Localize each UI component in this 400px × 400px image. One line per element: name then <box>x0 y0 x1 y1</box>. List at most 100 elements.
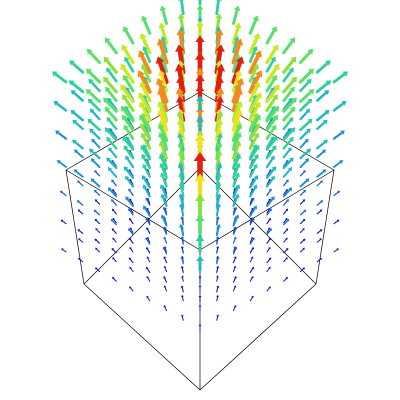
vector-arrow-glyph <box>249 266 254 273</box>
vector-arrow-glyph <box>181 275 184 282</box>
vector-arrow-glyph <box>215 223 221 237</box>
vector-arrow-glyph <box>299 238 306 244</box>
vector-arrow-glyph <box>76 200 84 206</box>
vector-arrow-glyph <box>248 132 260 150</box>
vector-arrow-glyph <box>178 203 185 217</box>
vector-arrow-glyph <box>198 295 202 303</box>
vector-arrow-glyph <box>163 276 168 283</box>
vector-arrow-glyph <box>139 81 152 103</box>
vector-arrow-glyph <box>103 56 118 74</box>
vector-arrow-glyph <box>177 150 185 170</box>
vector-arrow-glyph <box>282 136 294 150</box>
vector-arrow-glyph <box>112 257 117 263</box>
vector-arrow-glyph <box>283 257 288 263</box>
vector-arrow-glyph <box>248 92 262 113</box>
vector-arrow-glyph <box>77 229 84 234</box>
vector-arrow-glyph <box>89 148 101 160</box>
vector-arrow-glyph <box>249 246 254 254</box>
vector-arrow-glyph <box>283 179 289 187</box>
vector-arrow-glyph <box>138 92 152 113</box>
vector-arrow-glyph <box>128 208 134 216</box>
vector-arrow-glyph <box>90 178 101 188</box>
vector-arrow-glyph <box>111 179 117 187</box>
vector-arrow-glyph <box>122 94 135 112</box>
vector-arrow-glyph <box>122 136 135 151</box>
vector-arrow-glyph <box>158 22 169 45</box>
vector-arrow-glyph <box>232 36 240 54</box>
vector-arrow-glyph <box>158 140 168 160</box>
vector-arrow-glyph <box>283 208 288 215</box>
vector-arrow-glyph <box>265 63 280 84</box>
vector-arrow-glyph <box>139 101 152 122</box>
vector-arrow-glyph <box>111 199 117 206</box>
vector-arrow-glyph <box>88 78 101 93</box>
vector-arrow-glyph <box>129 266 134 272</box>
arrow-glyphs <box>51 0 349 331</box>
vector-arrow-glyph <box>332 100 347 112</box>
vector-arrow-glyph <box>94 199 101 205</box>
vector-arrow-glyph <box>106 117 118 131</box>
vector-arrow-glyph <box>178 181 185 198</box>
vector-arrow-glyph <box>108 147 118 159</box>
box-edge <box>199 283 317 391</box>
vector-arrow-glyph <box>248 153 259 170</box>
vector-arrow-glyph <box>198 324 202 331</box>
vector-arrow-glyph <box>85 88 101 103</box>
vector-arrow-glyph <box>104 127 118 141</box>
vector-arrow-glyph <box>265 56 276 73</box>
vector-arrow-glyph <box>316 119 328 131</box>
vector-arrow-glyph <box>111 228 117 234</box>
vector-arrow-glyph <box>129 198 134 205</box>
vector-arrow-glyph <box>232 172 240 188</box>
vector-arrow-glyph <box>283 199 289 206</box>
vector-arrow-glyph <box>138 50 152 75</box>
vector-arrow-glyph <box>94 218 101 225</box>
vector-arrow-glyph <box>177 132 185 152</box>
vector-arrow-glyph <box>198 275 202 283</box>
vector-arrow-glyph <box>120 105 135 123</box>
vector-arrow-glyph <box>265 166 277 179</box>
central-arrow-glyph <box>194 173 206 197</box>
vector-arrow-glyph <box>299 189 306 196</box>
vector-arrow-glyph <box>266 286 271 292</box>
vector-arrow-glyph <box>299 148 311 160</box>
vector-arrow-glyph <box>316 229 323 234</box>
vector-arrow-glyph <box>215 203 222 217</box>
vector-arrow-glyph <box>128 188 134 197</box>
vector-arrow-glyph <box>248 70 263 94</box>
vector-arrow-glyph <box>145 217 151 226</box>
vector-arrow-glyph <box>249 217 255 226</box>
vector-arrow-glyph <box>265 114 278 132</box>
vector-arrow-glyph <box>112 208 117 215</box>
central-arrow-glyph <box>196 255 204 271</box>
vector-arrow-glyph <box>141 15 152 35</box>
vector-arrow-glyph <box>215 193 222 209</box>
vector-arrow-glyph <box>111 159 117 167</box>
vector-arrow-glyph <box>282 127 292 139</box>
vector-arrow-glyph <box>93 209 101 216</box>
vector-arrow-glyph <box>299 199 306 205</box>
vector-arrow-glyph <box>94 170 101 177</box>
vector-arrow-glyph <box>231 70 242 93</box>
vector-arrow-glyph <box>216 246 220 254</box>
vector-arrow-glyph <box>266 247 271 253</box>
vector-arrow-glyph <box>249 237 255 245</box>
vector-arrow-glyph <box>266 196 275 207</box>
vector-arrow-glyph <box>53 100 68 112</box>
vector-arrow-glyph <box>232 214 240 227</box>
vector-arrow-glyph <box>159 162 168 179</box>
vector-arrow-glyph <box>77 209 84 215</box>
vector-arrow-glyph <box>232 162 241 179</box>
vector-arrow-glyph <box>248 63 260 83</box>
vector-arrow-glyph <box>231 101 243 123</box>
vector-arrow-glyph <box>139 114 152 133</box>
vector-arrow-glyph <box>248 123 261 142</box>
vector-arrow-glyph <box>107 167 118 178</box>
box-edge <box>83 283 201 391</box>
vector-arrow-glyph <box>158 132 168 151</box>
vector-arrow-glyph <box>106 136 118 150</box>
vector-arrow-glyph <box>145 197 151 206</box>
vector-arrow-glyph <box>282 97 297 113</box>
